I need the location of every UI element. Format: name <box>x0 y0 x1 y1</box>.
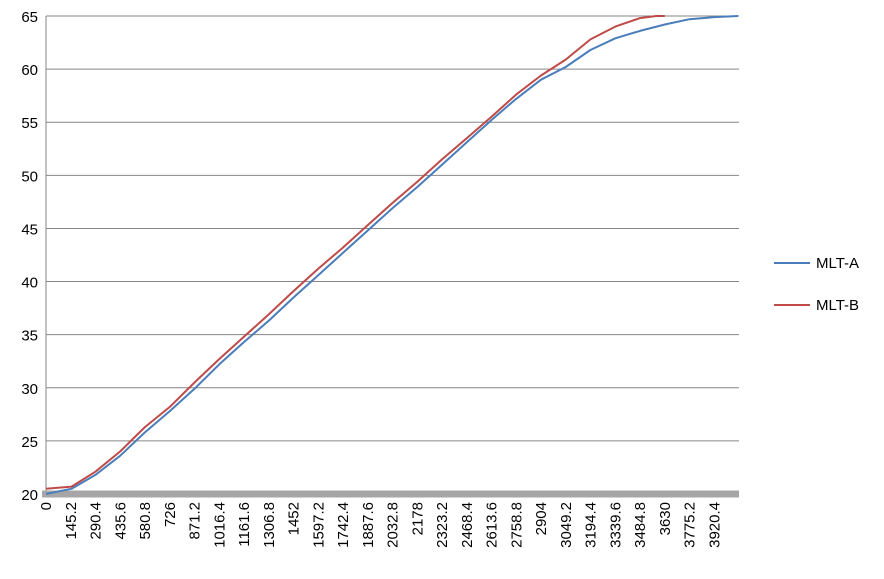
series-line-mlt-a <box>45 15 739 495</box>
x-tick-label: 290.4 <box>88 502 105 540</box>
y-tick-label: 45 <box>21 221 38 238</box>
x-tick-labels: 0 145.2 290.4 435.6 580.8 726 871.2 1016.4 1161.… <box>38 502 723 548</box>
x-tick-label: 3920.4 <box>706 502 723 548</box>
x-tick-label: 3194.4 <box>583 502 600 548</box>
y-tick-labels: 20 25 30 35 40 45 50 55 60 65 <box>21 9 38 504</box>
y-tick-label: 50 <box>21 168 38 185</box>
x-tick-label: 1452 <box>286 502 303 535</box>
x-tick-label: 1161.6 <box>236 502 253 547</box>
x-tick-label: 3630 <box>657 502 674 535</box>
legend: MLT-A MLT-B <box>774 252 859 336</box>
y-tick-label: 30 <box>21 381 38 398</box>
x-tick-label: 3049.2 <box>558 502 575 548</box>
gridlines <box>46 15 739 442</box>
legend-item-mlt-a: MLT-A <box>774 252 859 274</box>
y-tick-label: 40 <box>21 275 38 292</box>
x-tick-label: 2758.8 <box>508 502 525 548</box>
legend-swatch-mlt-a <box>774 262 810 264</box>
x-tick-label: 1306.8 <box>261 502 278 548</box>
y-tick-label: 65 <box>21 9 38 26</box>
series-line-mlt-b <box>45 15 665 490</box>
x-tick-label: 2323.2 <box>434 502 451 548</box>
x-tick-label: 580.8 <box>137 502 154 540</box>
x-tick-label: 871.2 <box>187 502 204 540</box>
axes <box>42 16 739 498</box>
x-tick-label: 2032.8 <box>385 502 402 548</box>
x-tick-label: 2468.4 <box>459 502 476 548</box>
legend-swatch-mlt-b <box>774 304 810 306</box>
x-tick-label: 726 <box>162 502 179 527</box>
x-tick-label: 0 <box>38 502 55 510</box>
x-tick-label: 1597.2 <box>310 502 327 548</box>
x-tick-label: 2904 <box>533 502 550 535</box>
y-tick-label: 60 <box>21 62 38 79</box>
legend-label-mlt-a: MLT-A <box>816 254 860 272</box>
x-tick-label: 2178 <box>409 502 426 535</box>
y-tick-label: 55 <box>21 115 38 132</box>
x-tick-label: 2613.6 <box>484 502 501 548</box>
series-lines <box>45 15 739 495</box>
y-tick-label: 25 <box>21 434 38 451</box>
x-tick-label: 1742.4 <box>335 502 352 548</box>
x-tick-label: 1887.6 <box>360 502 377 548</box>
x-tick-label: 1016.4 <box>211 502 228 548</box>
x-tick-label: 3484.8 <box>632 502 649 548</box>
x-tick-label: 435.6 <box>112 502 129 540</box>
legend-label-mlt-b: MLT-B <box>816 296 860 314</box>
x-tick-label: 145.2 <box>63 502 80 540</box>
y-tick-label: 35 <box>21 328 38 345</box>
legend-item-mlt-b: MLT-B <box>774 294 859 316</box>
x-tick-label: 3775.2 <box>682 502 699 548</box>
x-tick-label: 3339.6 <box>607 502 624 548</box>
y-tick-label: 20 <box>21 487 38 504</box>
